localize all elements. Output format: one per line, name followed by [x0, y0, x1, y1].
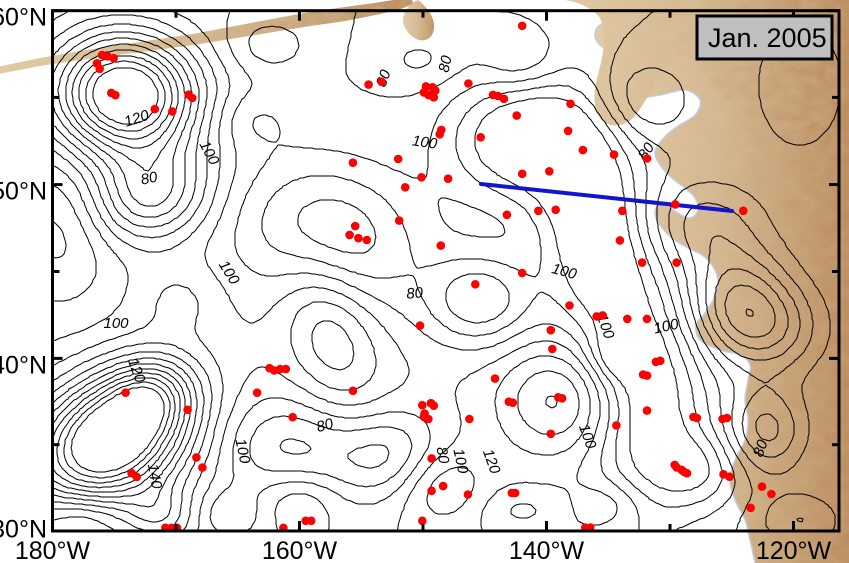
svg-text:80: 80 — [436, 53, 456, 73]
svg-text:80: 80 — [433, 446, 453, 466]
svg-text:80: 80 — [139, 168, 159, 188]
svg-text:100: 100 — [550, 260, 579, 283]
svg-text:80: 80 — [315, 415, 336, 436]
svg-text:100: 100 — [449, 447, 471, 476]
svg-text:100: 100 — [215, 257, 243, 288]
svg-text:60°N: 60°N — [0, 4, 47, 32]
svg-text:100: 100 — [411, 132, 439, 152]
svg-text:140°W: 140°W — [509, 537, 585, 563]
svg-text:140: 140 — [144, 462, 165, 490]
svg-text:Jan. 2005: Jan. 2005 — [708, 23, 827, 53]
svg-text:180°W: 180°W — [15, 537, 91, 563]
svg-text:160°W: 160°W — [262, 537, 338, 563]
svg-text:100: 100 — [652, 316, 681, 338]
svg-text:120°W: 120°W — [756, 537, 832, 563]
svg-text:120: 120 — [479, 447, 504, 477]
svg-text:40°N: 40°N — [0, 352, 47, 380]
svg-text:80: 80 — [406, 284, 425, 302]
svg-text:100: 100 — [103, 315, 129, 332]
svg-text:100: 100 — [575, 422, 600, 452]
svg-text:50°N: 50°N — [0, 178, 47, 206]
svg-text:120: 120 — [122, 107, 152, 131]
svg-text:80: 80 — [373, 67, 395, 89]
